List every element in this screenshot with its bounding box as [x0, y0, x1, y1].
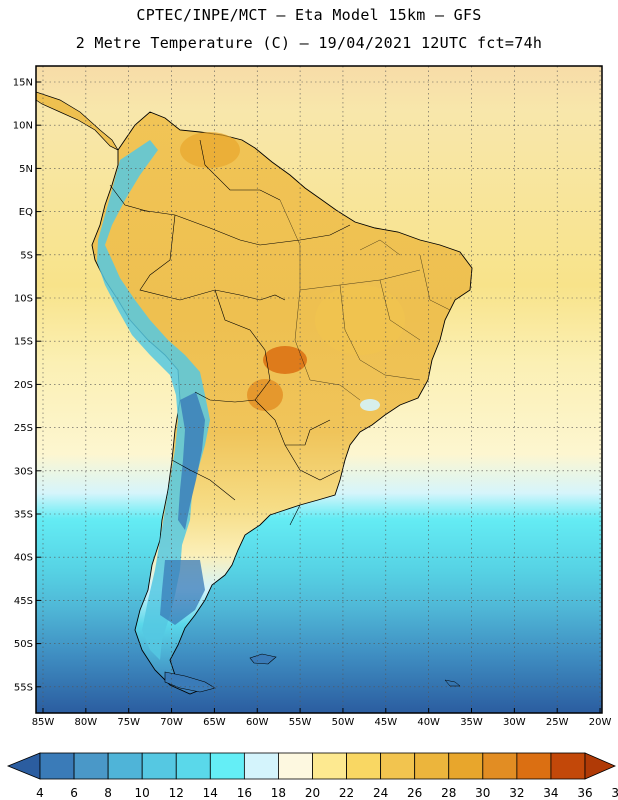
lat-label: 55S — [14, 682, 33, 693]
colorbar-segment — [73, 752, 109, 780]
andes-coldest — [178, 392, 205, 530]
lat-label: 45S — [14, 596, 33, 607]
colorbar-label: 38 — [611, 786, 618, 800]
colorbar-segment — [346, 752, 382, 780]
title-line-2: 2 Metre Temperature (C) – 19/04/2021 12U… — [75, 34, 543, 52]
colorbar: 4 6 8 10 12 14 16 18 20 22 24 26 28 30 32 34 36 38 — [6, 752, 618, 800]
lat-label: 40S — [14, 553, 33, 564]
colorbar-label: 28 — [441, 786, 456, 800]
lon-label: 60W — [246, 717, 269, 728]
colorbar-segment — [209, 752, 245, 780]
warm-brazil-plateau — [315, 285, 405, 355]
lon-label: 70W — [160, 717, 183, 728]
title-line-1: CPTEC/INPE/MCT – Eta Model 15km – GFS — [136, 6, 482, 24]
state-borders — [279, 199, 451, 401]
colorbar-label: 26 — [407, 786, 422, 800]
lat-label: 10N — [13, 121, 33, 132]
andes-cold-band — [97, 140, 210, 660]
lon-label: 55W — [289, 717, 312, 728]
colorbar-segment — [39, 752, 75, 780]
lon-label: 75W — [117, 717, 140, 728]
colorbar-segment — [414, 752, 450, 780]
colorbar-arrow-low — [6, 752, 41, 780]
lon-label: 30W — [503, 717, 526, 728]
lat-label: EQ — [19, 207, 33, 218]
lon-label: 35W — [460, 717, 483, 728]
lon-label: 80W — [75, 717, 98, 728]
cool-serra-do-mar — [360, 399, 380, 411]
colorbar-segment — [175, 752, 211, 780]
lon-label: 20W — [589, 717, 612, 728]
lat-label: 35S — [14, 510, 33, 521]
colorbar-label: 24 — [373, 786, 388, 800]
land-layer — [36, 91, 473, 695]
lon-label: 85W — [32, 717, 55, 728]
colorbar-segment — [448, 752, 484, 780]
colorbar-segment — [380, 752, 416, 780]
lat-label: 15N — [13, 78, 33, 89]
lat-label: 25S — [14, 423, 33, 434]
colorbar-label: 30 — [475, 786, 490, 800]
map-frame — [35, 65, 603, 714]
lat-label: 50S — [14, 639, 33, 650]
hot-spot-chaco — [247, 379, 283, 411]
colorbar-segment — [278, 752, 313, 780]
latitude-labels: 15N 10N 5N EQ 5S 10S 15S 20S 25S 30S 35S 40S 45S 50S 5… — [13, 78, 41, 693]
lat-label: 30S — [14, 466, 33, 477]
colorbar-arrow-high — [584, 752, 617, 780]
colorbar-label: 14 — [203, 786, 218, 800]
central-america — [36, 91, 119, 151]
colorbar-label: 36 — [577, 786, 592, 800]
colorbar-label: 12 — [169, 786, 184, 800]
hot-spot-pantanal — [263, 346, 307, 374]
falkland-islands — [249, 653, 277, 665]
lat-label: 5N — [19, 164, 33, 175]
patagonia-cold — [160, 560, 205, 625]
lat-label: 20S — [14, 380, 33, 391]
lon-label: 25W — [546, 717, 569, 728]
colorbar-label: 22 — [339, 786, 354, 800]
colorbar-label: 4 — [36, 786, 44, 800]
colorbar-label: 34 — [543, 786, 558, 800]
colorbar-label: 16 — [237, 786, 252, 800]
lat-label: 10S — [14, 294, 33, 305]
colorbar-label: 10 — [135, 786, 150, 800]
country-borders — [109, 139, 351, 526]
lat-label: 15S — [14, 337, 33, 348]
lon-label: 65W — [203, 717, 226, 728]
colorbar-label: 6 — [70, 786, 78, 800]
lon-label: 45W — [374, 717, 397, 728]
colorbar-segment — [550, 752, 586, 780]
longitude-labels: 85W 80W 75W 70W 65W 60W 55W 50W 45W 40W 35W 30W 25W 2… — [32, 708, 612, 728]
colorbar-segment — [107, 752, 143, 780]
lon-label: 40W — [417, 717, 440, 728]
colorbar-label: 20 — [305, 786, 320, 800]
colorbar-segment — [141, 752, 177, 780]
colorbar-segment — [516, 752, 552, 780]
colorbar-label: 32 — [509, 786, 524, 800]
colorbar-label: 18 — [271, 786, 286, 800]
warm-venezuela — [180, 132, 240, 168]
colorbar-label: 8 — [104, 786, 112, 800]
lon-label: 50W — [332, 717, 355, 728]
colorbar-segment — [482, 752, 518, 780]
colorbar-segment — [312, 752, 347, 780]
south-georgia — [444, 679, 461, 687]
colorbar-segment — [243, 752, 279, 780]
lat-label: 5S — [20, 250, 33, 261]
